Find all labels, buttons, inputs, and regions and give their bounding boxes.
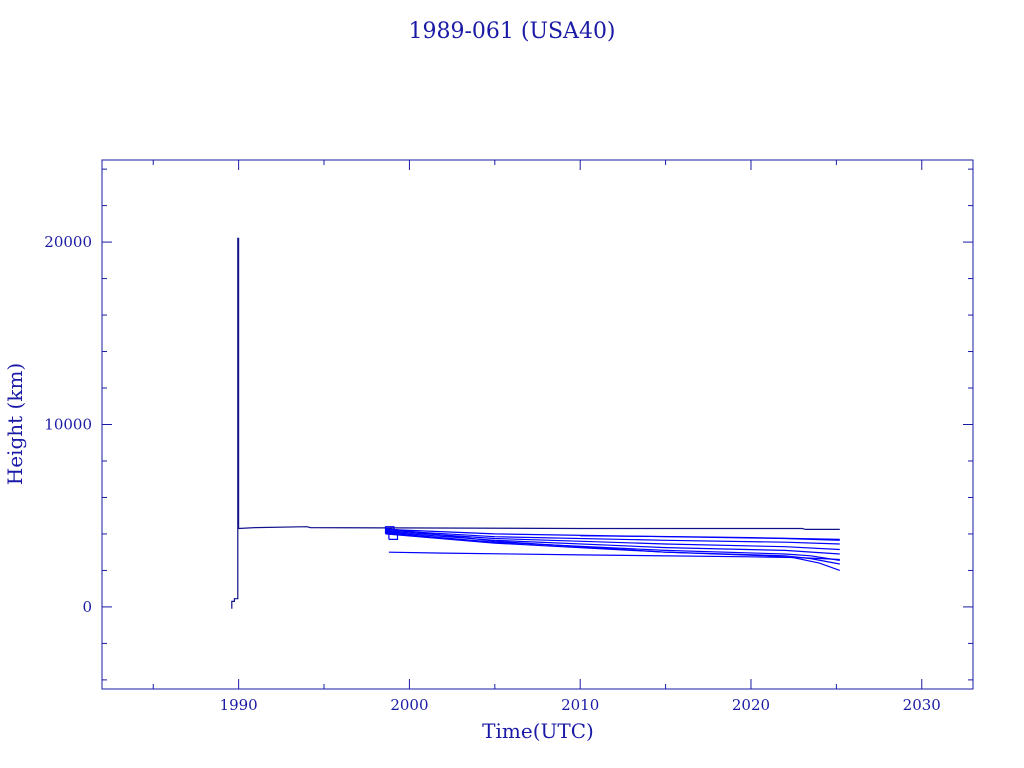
chart-title: 1989-061 (USA40) xyxy=(408,19,615,44)
tick-labels: 1990 2000 2010 2020 2030 0 10000 20000 xyxy=(44,233,941,714)
y-tick-label: 10000 xyxy=(44,416,92,434)
series-line xyxy=(580,535,840,540)
y-tick-label: 20000 xyxy=(44,233,92,251)
x-tick-label: 2030 xyxy=(903,696,941,714)
plot-frame xyxy=(101,159,974,690)
x-tick-label: 1990 xyxy=(220,696,258,714)
series-line xyxy=(231,237,840,609)
series-line xyxy=(385,530,840,551)
series-line xyxy=(388,532,399,541)
data-series xyxy=(231,237,841,609)
series-line xyxy=(384,526,395,535)
series-line xyxy=(388,551,840,561)
series-line xyxy=(385,529,840,545)
x-tick-label: 2010 xyxy=(561,696,599,714)
series-line xyxy=(385,532,840,561)
y-tick-label: 0 xyxy=(82,598,92,616)
x-tick-label: 2020 xyxy=(732,696,770,714)
y-axis-label: Height (km) xyxy=(3,363,27,485)
series-line xyxy=(385,527,841,571)
x-axis-label: Time(UTC) xyxy=(482,719,594,743)
x-tick-label: 2000 xyxy=(390,696,428,714)
axis-ticks xyxy=(102,160,973,689)
